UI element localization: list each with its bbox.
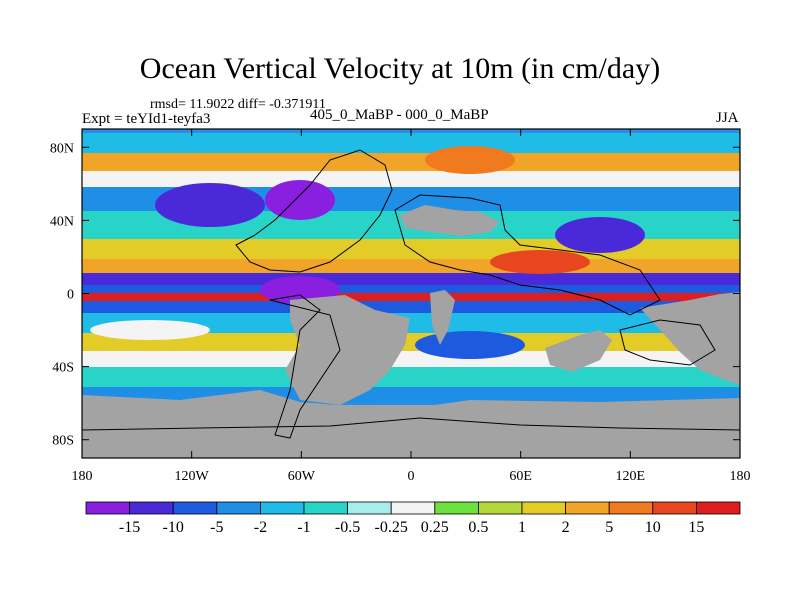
land-mass bbox=[285, 295, 410, 405]
field-band bbox=[82, 273, 740, 285]
colorbar-swatch bbox=[216, 501, 261, 515]
colorbar-label: -0.25 bbox=[375, 519, 408, 536]
colorbar-label: -5 bbox=[210, 519, 223, 536]
x-tick-label: 180 bbox=[730, 469, 751, 484]
x-tick-label: 120W bbox=[175, 469, 210, 484]
colorbar-label: -1 bbox=[297, 519, 310, 536]
colorbar-swatch bbox=[85, 501, 130, 515]
colorbar-label: 1 bbox=[518, 519, 526, 536]
field-blob bbox=[155, 183, 265, 227]
stats-label: rmsd= 11.9022 diff= -0.371911 bbox=[150, 97, 326, 112]
antarctica bbox=[82, 405, 740, 458]
y-axis: 80N 40N 0 40S 80S bbox=[50, 141, 740, 449]
y-tick-label: 40N bbox=[50, 214, 74, 229]
y-tick-label: 0 bbox=[67, 288, 74, 303]
land-mass bbox=[430, 290, 455, 345]
colorbar-label: 5 bbox=[605, 519, 613, 536]
colorbar-swatch bbox=[565, 501, 610, 515]
field-blob bbox=[415, 331, 525, 359]
colorbar-swatch bbox=[303, 501, 348, 515]
colorbar-label: -15 bbox=[119, 519, 140, 536]
land-mass bbox=[545, 330, 612, 372]
colorbar-swatch bbox=[696, 501, 741, 515]
x-tick-label: 120E bbox=[616, 469, 646, 484]
field-band bbox=[82, 153, 740, 171]
coastline bbox=[235, 149, 393, 273]
land-mass bbox=[400, 205, 500, 236]
season-label: JJA bbox=[716, 110, 739, 126]
equatorial-upwelling bbox=[82, 293, 740, 301]
colorbar-swatch bbox=[434, 501, 479, 515]
colorbar-label: 10 bbox=[645, 519, 661, 536]
land-mass bbox=[640, 292, 740, 385]
colorbar-label: 2 bbox=[562, 519, 570, 536]
field-blob bbox=[555, 217, 645, 253]
colorbar-label: 0.5 bbox=[468, 519, 488, 536]
x-tick-label: 60W bbox=[288, 469, 316, 484]
field-band bbox=[82, 313, 740, 333]
field-band bbox=[82, 351, 740, 367]
y-tick-label: 80N bbox=[50, 141, 74, 156]
y-tick-label: 80S bbox=[52, 434, 74, 449]
colorbar-label: -10 bbox=[163, 519, 184, 536]
colorbar-swatch bbox=[477, 501, 523, 515]
field-blob bbox=[265, 180, 335, 220]
x-tick-label: 180 bbox=[72, 469, 93, 484]
colorbar-swatch bbox=[521, 501, 566, 515]
coastline bbox=[619, 319, 716, 366]
colorbar-swatch bbox=[259, 501, 305, 515]
experiment-label: Expt = teYId1-teyfa3 bbox=[82, 111, 211, 127]
x-tick-label: 0 bbox=[408, 469, 415, 484]
field-blob bbox=[425, 146, 515, 174]
map-plot-area bbox=[81, 129, 741, 458]
colorbar-swatch bbox=[172, 501, 218, 515]
colorbar-swatch bbox=[390, 501, 436, 515]
chart-title: Ocean Vertical Velocity at 10m (in cm/da… bbox=[139, 52, 661, 85]
colorbar: -15 -10 -5 -2 -1 -0.5 -0.25 0.25 0.5 1 2 5 10 15 bbox=[85, 501, 741, 536]
colorbar-label: 0.25 bbox=[421, 519, 449, 536]
x-tick-label: 60E bbox=[509, 469, 532, 484]
land-mass bbox=[82, 390, 740, 410]
x-axis: 180 120W 60W 0 60E 120E 180 bbox=[72, 129, 751, 484]
colorbar-label: -0.5 bbox=[335, 519, 360, 536]
coastline bbox=[81, 417, 741, 431]
field-band bbox=[82, 285, 740, 293]
field-band bbox=[82, 171, 740, 187]
field-band bbox=[82, 133, 740, 153]
field-blob bbox=[90, 320, 210, 340]
coastline bbox=[394, 194, 661, 316]
colorbar-label: -2 bbox=[254, 519, 267, 536]
y-tick-label: 40S bbox=[52, 361, 74, 376]
field-band bbox=[82, 301, 740, 313]
field-band bbox=[82, 367, 740, 387]
colorbar-swatch bbox=[129, 501, 174, 515]
colorbar-label: 15 bbox=[688, 519, 704, 536]
field-blob bbox=[260, 276, 340, 304]
coastline bbox=[269, 294, 341, 439]
field-blob bbox=[490, 250, 590, 274]
colorbar-swatch bbox=[347, 501, 392, 515]
colorbar-swatch bbox=[652, 501, 697, 515]
difference-label: 405_0_MaBP - 000_0_MaBP bbox=[310, 107, 489, 123]
field-band bbox=[82, 259, 740, 273]
colorbar-swatch bbox=[608, 501, 654, 515]
